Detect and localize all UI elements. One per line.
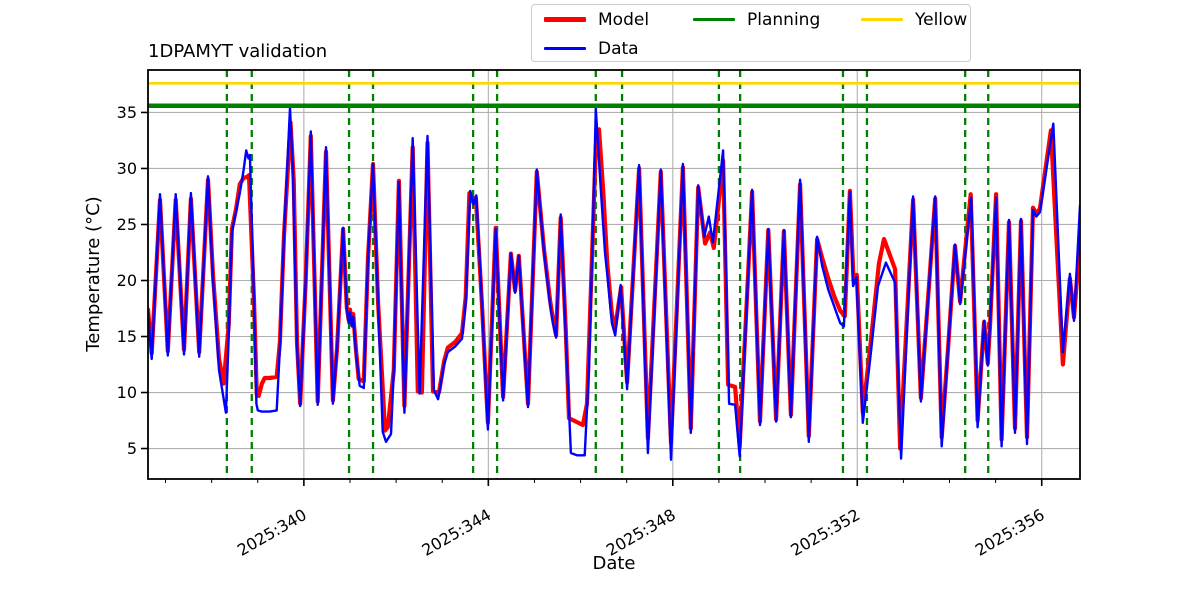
- plot-border: [147, 69, 1081, 480]
- legend-swatch-yellow: [861, 18, 903, 21]
- y-tick-label: 35: [117, 103, 137, 122]
- legend-label: Data: [598, 38, 639, 59]
- x-tick-label: 2025:344: [418, 505, 494, 560]
- y-tick-label: 15: [117, 327, 137, 346]
- y-axis-label: Temperature (°C): [83, 196, 104, 352]
- legend-swatch-planning: [693, 17, 735, 22]
- y-tick-label: 5: [127, 439, 137, 458]
- y-tick-label: 10: [117, 383, 137, 402]
- legend-swatch-data: [544, 47, 586, 50]
- legend: Model Data Planning Yellow: [531, 4, 971, 62]
- x-tick-label: 2025:348: [603, 505, 679, 560]
- x-axis-label: Date: [592, 553, 635, 574]
- legend-label: Yellow: [915, 9, 968, 30]
- x-tick-label: 2025:352: [787, 505, 863, 560]
- y-tick-label: 20: [117, 271, 137, 290]
- data-series: [148, 106, 1080, 461]
- series-data: [148, 106, 1080, 461]
- chart-title: 1DPAMYT validation: [148, 41, 327, 62]
- axes: [141, 69, 1081, 486]
- legend-item-data: Data: [544, 39, 693, 59]
- y-tick-label: 30: [117, 159, 137, 178]
- y-tick-label: 25: [117, 215, 137, 234]
- limit-hlines: [148, 82, 1080, 108]
- legend-item-planning: Planning: [693, 10, 861, 30]
- x-tick-label: 2025:356: [972, 505, 1048, 560]
- legend-label: Model: [598, 9, 650, 30]
- legend-item-model: Model: [544, 10, 693, 30]
- x-tick-label: 2025:340: [234, 505, 310, 560]
- legend-swatch-model: [544, 17, 586, 22]
- legend-label: Planning: [747, 9, 821, 30]
- legend-item-yellow: Yellow: [861, 10, 970, 30]
